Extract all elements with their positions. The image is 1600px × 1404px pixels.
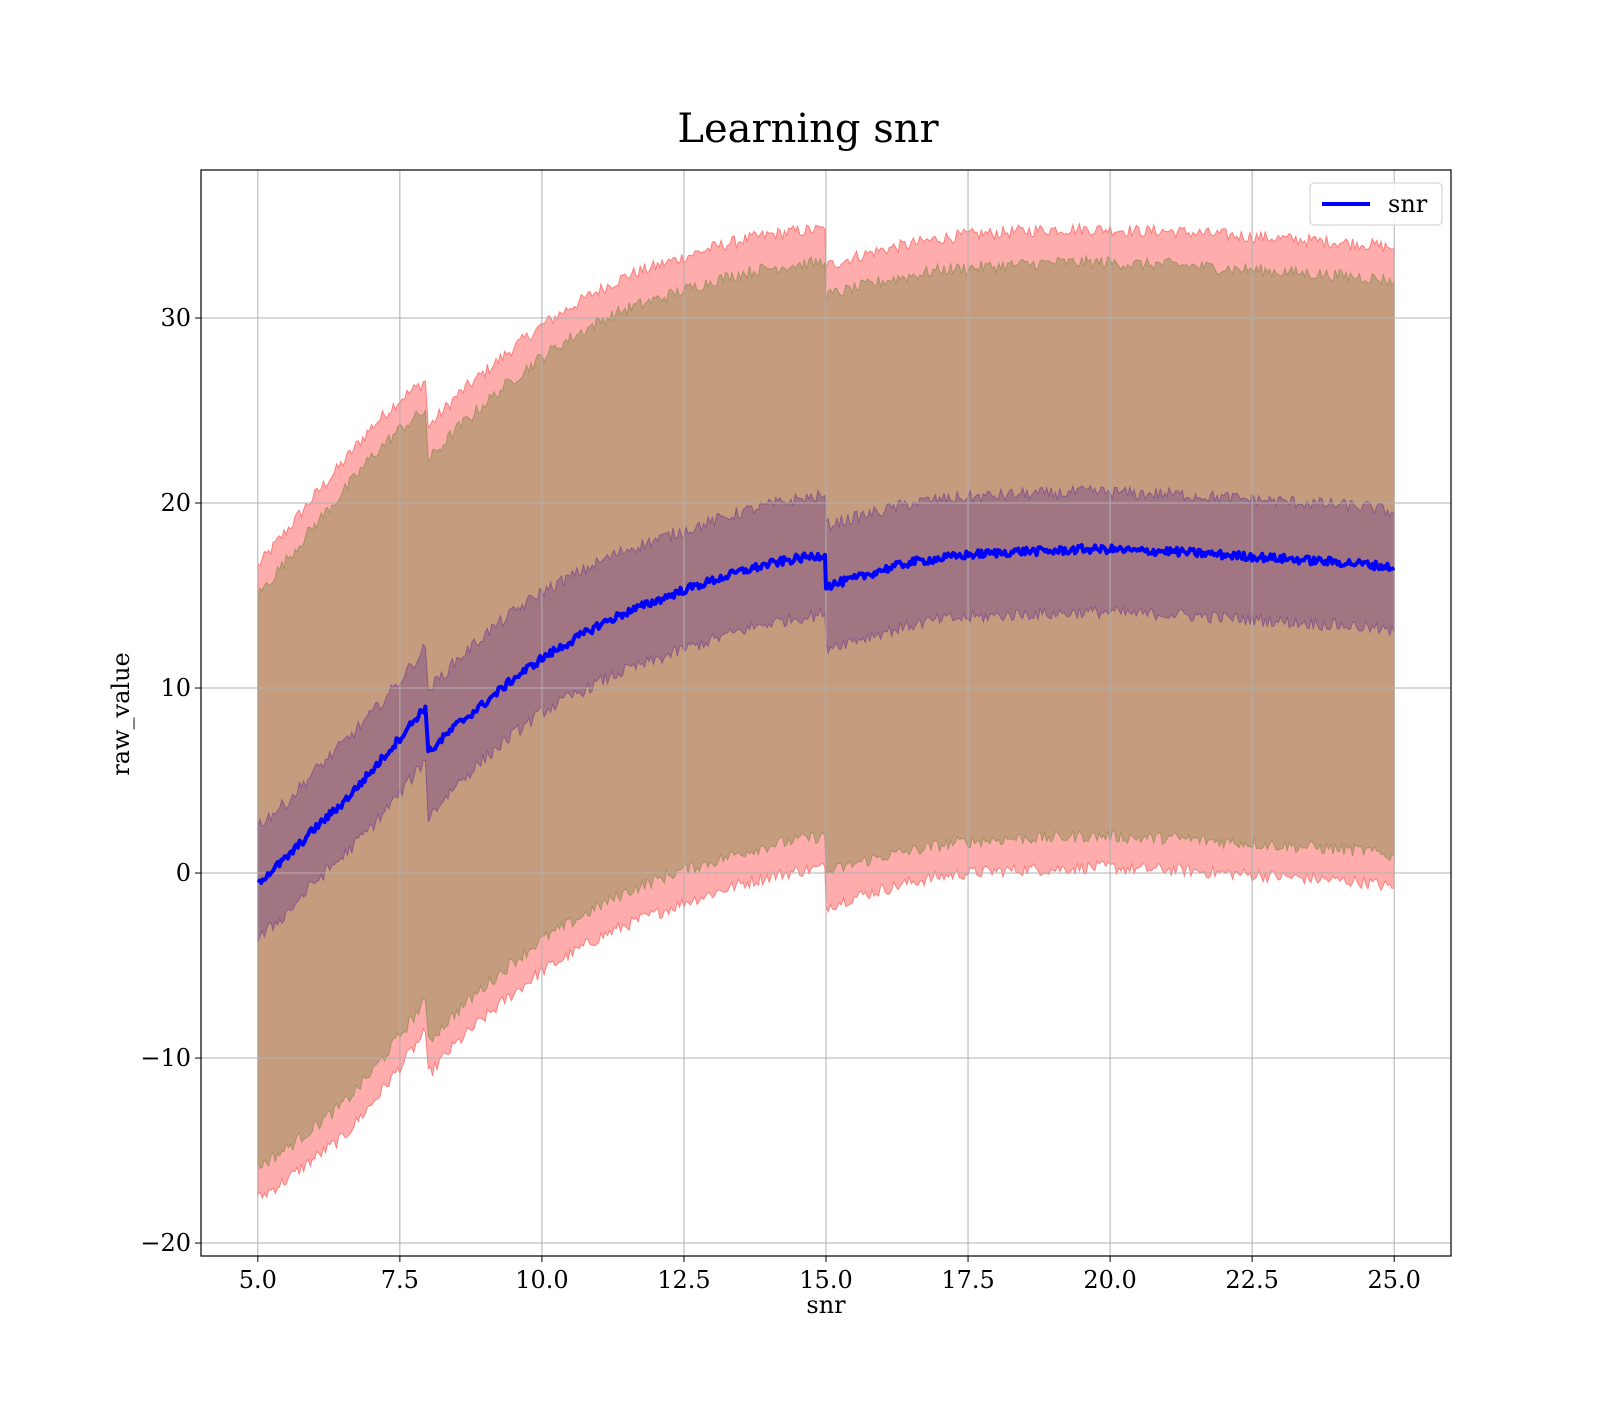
y-tick-label-4: 20 (160, 489, 191, 517)
x-axis: 5.0 7.5 10.0 12.5 15.0 17.5 20.0 22.5 25.0 (239, 1256, 1421, 1294)
y-axis: −20 −10 0 10 20 30 (140, 304, 201, 1257)
legend-box (1309, 182, 1443, 226)
y-tick-label-0: −20 (140, 1229, 191, 1257)
y-tick-label-2: 0 (176, 859, 191, 887)
x-tick-label-3: 12.5 (657, 1266, 710, 1294)
x-tick-label-1: 7.5 (381, 1266, 419, 1294)
y-tick-label-1: −10 (140, 1044, 191, 1072)
grid-layer (201, 170, 1451, 1256)
x-tick-label-5: 17.5 (941, 1266, 994, 1294)
y-axis-label: raw_value (107, 652, 135, 776)
x-tick-label-0: 5.0 (239, 1266, 277, 1294)
chart-title: Learning snr (677, 106, 939, 152)
y-tick-label-3: 10 (160, 674, 191, 702)
legend: snr (1309, 182, 1443, 226)
legend-label-snr: snr (1388, 190, 1428, 218)
x-axis-label: snr (806, 1291, 846, 1319)
series-layer (256, 543, 1396, 885)
series-line-snr (256, 543, 1396, 885)
x-tick-label-8: 25.0 (1367, 1266, 1420, 1294)
x-tick-label-7: 22.5 (1225, 1266, 1278, 1294)
x-tick-label-2: 10.0 (515, 1266, 568, 1294)
x-tick-label-6: 20.0 (1083, 1266, 1136, 1294)
x-tick-label-4: 15.0 (799, 1266, 852, 1294)
y-tick-label-5: 30 (160, 304, 191, 332)
